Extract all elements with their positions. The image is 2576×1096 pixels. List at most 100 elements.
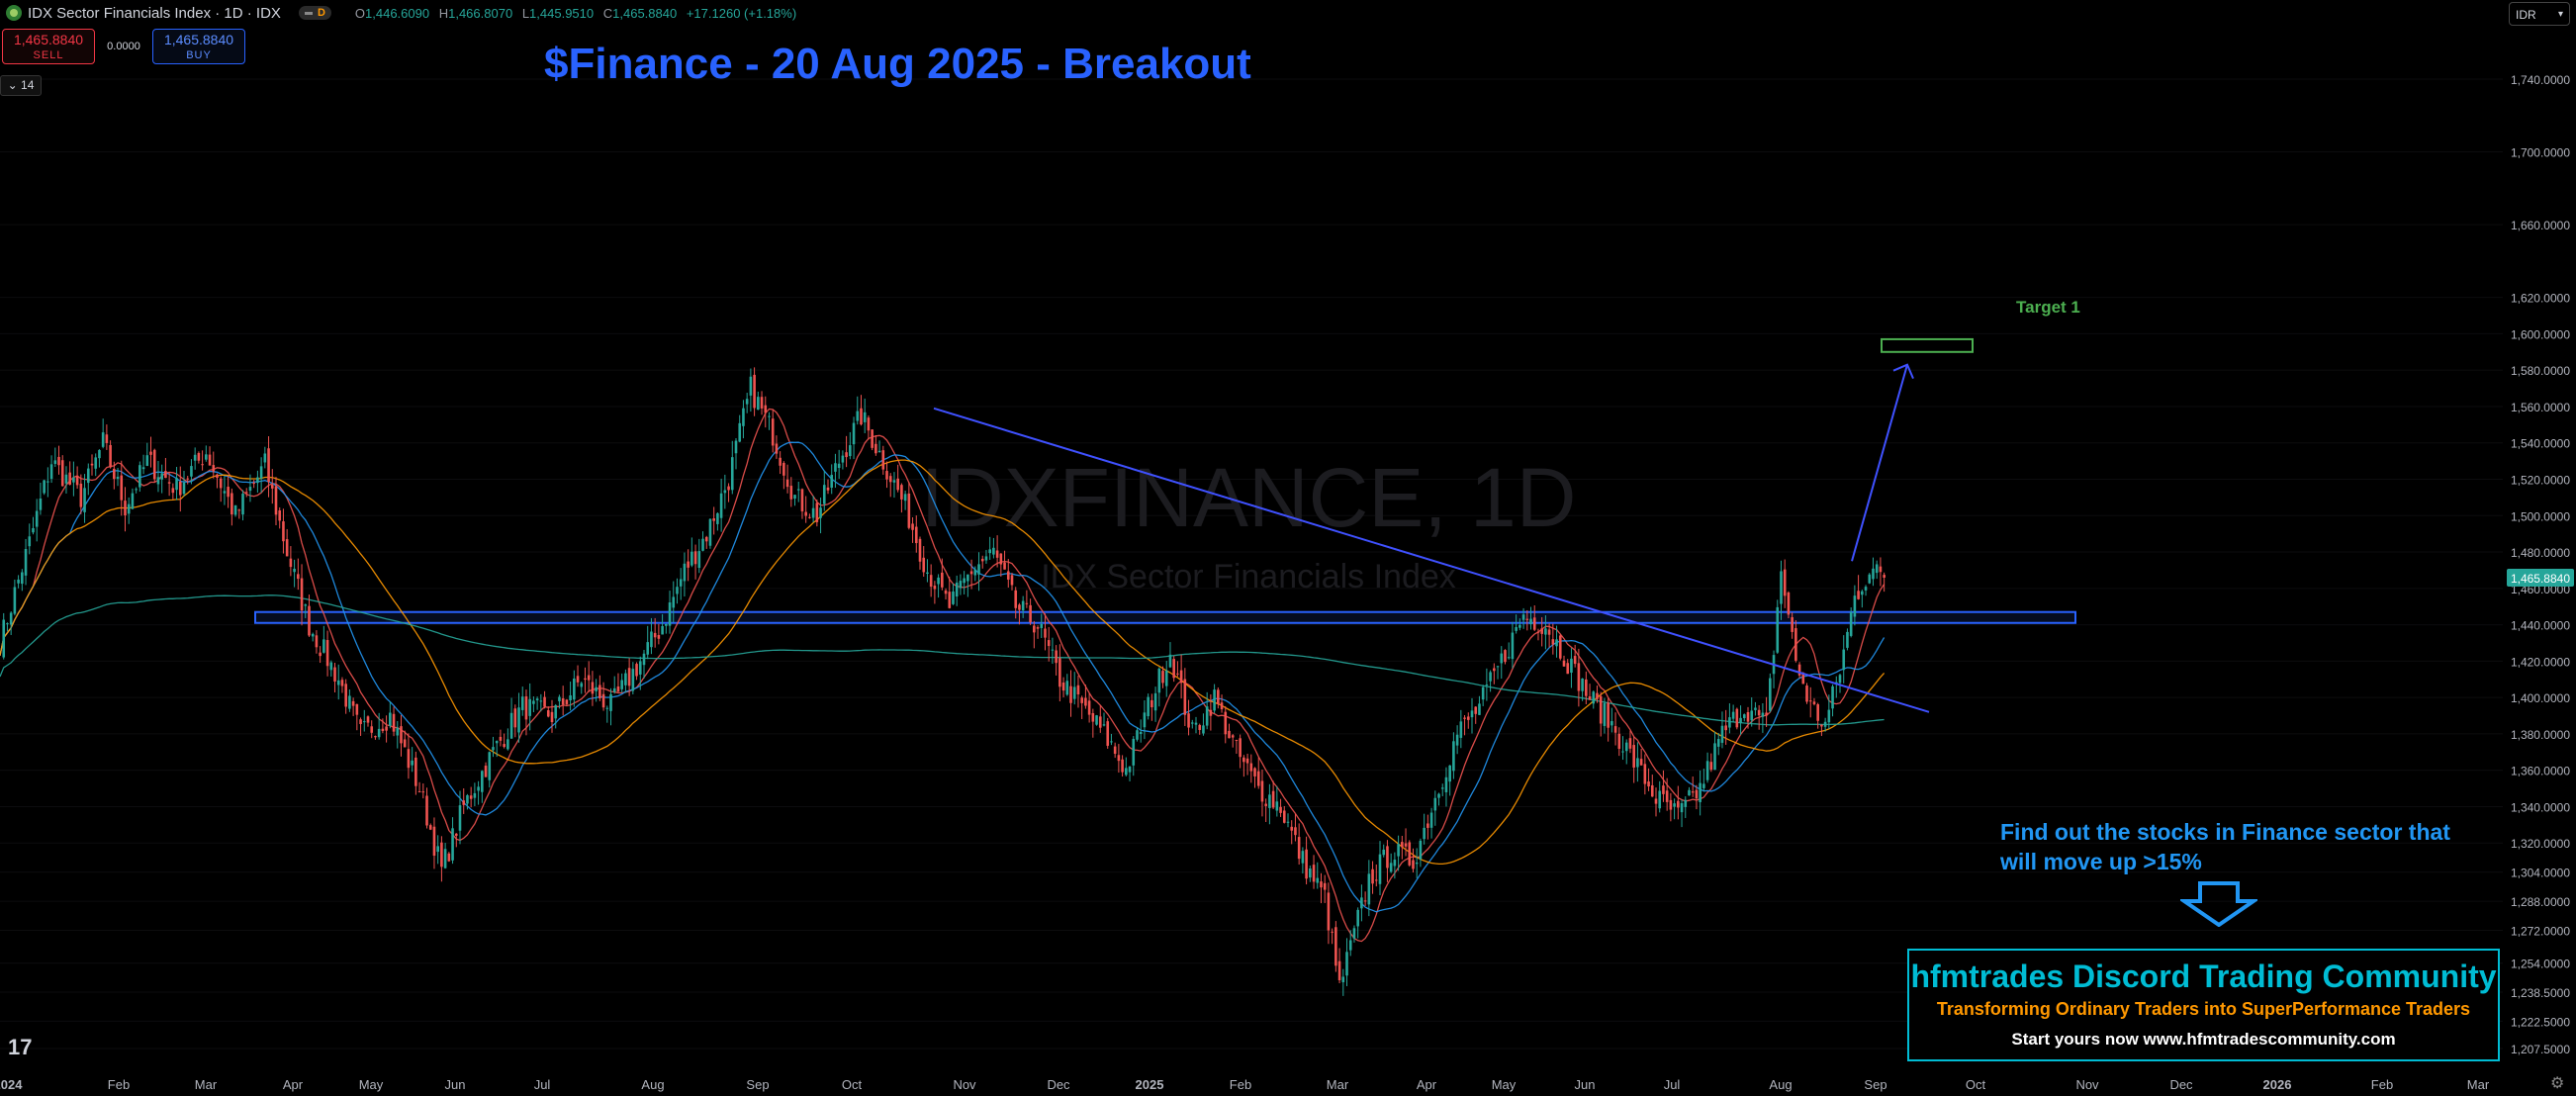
currency-select[interactable]: IDR ▾	[2509, 2, 2570, 26]
candle-body	[366, 716, 370, 723]
candle-body	[1415, 862, 1419, 865]
symbol-title[interactable]: IDX Sector Financials Index · 1D · IDX	[28, 4, 281, 22]
gear-icon[interactable]: ⚙	[2550, 1075, 2565, 1092]
community-banner[interactable]: hfmtrades Discord Trading Community Tran…	[1907, 949, 2500, 1061]
candle-body	[631, 669, 635, 691]
target-label: Target 1	[2016, 298, 2080, 317]
symbol-watermark: IDXFINANCE, 1D IDX Sector Financials Ind…	[921, 451, 1577, 595]
candle-body	[1256, 771, 1260, 786]
price-axis[interactable]: 1,740.0000 1,700.0000 1,660.0000 1,620.0000…	[2507, 73, 2574, 1056]
candle-body	[1209, 709, 1213, 716]
time-tick-label: Mar	[1327, 1077, 1349, 1092]
candle-body	[156, 477, 160, 485]
candle-body	[1466, 716, 1470, 720]
candle-body	[565, 699, 569, 704]
candle-body	[285, 539, 289, 557]
candle-body	[856, 411, 860, 421]
candle-body	[1555, 639, 1558, 647]
candle-body	[267, 448, 270, 483]
candle-body	[1006, 571, 1010, 580]
price-tick-label: 1,222.5000	[2511, 1015, 2570, 1029]
candle-body	[543, 696, 546, 707]
candle-body	[992, 547, 995, 555]
candle-body	[197, 453, 201, 461]
candle-body	[68, 472, 71, 485]
candle-body	[1271, 790, 1275, 808]
candle-body	[1382, 849, 1386, 856]
chart-annotation-title[interactable]: $Finance - 20 Aug 2025 - Breakout	[544, 40, 1251, 88]
time-tick-label: Feb	[1230, 1077, 1251, 1092]
candle-body	[1776, 606, 1780, 653]
tradingview-logo-icon[interactable]: 17	[8, 1035, 33, 1059]
time-tick-label: Jun	[1575, 1077, 1596, 1092]
candle-body	[815, 502, 819, 522]
candle-body	[1765, 712, 1768, 716]
candle-body	[1603, 702, 1607, 726]
candle-body	[952, 591, 955, 604]
candle-body	[892, 480, 896, 483]
buy-button[interactable]: 1,465.8840 BUY	[152, 29, 245, 64]
candle-body	[1426, 823, 1429, 828]
indicators-toggle[interactable]: ⌄ 14	[0, 75, 42, 96]
price-tick-label: 1,238.5000	[2511, 986, 2570, 1000]
candle-body	[650, 631, 653, 648]
candle-body	[223, 491, 227, 494]
candle-body	[1087, 700, 1091, 715]
candle-body	[1290, 826, 1294, 831]
candle-body	[779, 457, 782, 466]
candle-body	[1621, 751, 1624, 753]
market-status-badge[interactable]: D	[298, 6, 331, 20]
candle-body	[1139, 731, 1143, 734]
candle-body	[1731, 711, 1735, 719]
time-tick-label: Nov	[2075, 1077, 2099, 1092]
trend-drawings[interactable]	[933, 363, 1930, 713]
candle-body	[1121, 759, 1124, 773]
candle-body	[661, 625, 664, 635]
last-price-label: 1,465.8840	[2511, 572, 2570, 586]
candle-body	[237, 509, 241, 511]
candle-body	[289, 558, 293, 568]
candle-body	[167, 482, 171, 484]
candle-body	[1532, 617, 1536, 630]
candle-body	[642, 653, 646, 666]
candle-body	[874, 443, 877, 454]
candle-body	[1636, 758, 1639, 768]
time-axis[interactable]: 2024 Feb Mar Apr May Jun Jul Aug Sep Oct Nov Dec 202…	[0, 1077, 2490, 1092]
candle-body	[1098, 716, 1102, 728]
candle-body	[941, 572, 944, 588]
candle-body	[1699, 782, 1702, 802]
candle-body	[995, 550, 999, 558]
candle-body	[668, 602, 672, 626]
price-tick-label: 1,340.0000	[2511, 800, 2570, 814]
candle-body	[396, 727, 400, 736]
candle-body	[1033, 625, 1036, 633]
candle-body	[1301, 851, 1305, 864]
time-tick-label: Dec	[2169, 1077, 2193, 1092]
sell-button[interactable]: 1,465.8840 SELL	[2, 29, 95, 64]
candle-body	[83, 488, 86, 512]
candle-body	[308, 605, 311, 636]
candle-body	[141, 467, 145, 470]
candle-body	[601, 693, 605, 708]
candle-body	[278, 509, 282, 521]
candle-body	[171, 488, 175, 494]
candle-body	[1341, 976, 1345, 983]
candle-body	[1868, 574, 1872, 584]
candle-body	[1404, 843, 1408, 847]
candle-body	[1228, 730, 1231, 739]
candle-body	[984, 556, 988, 561]
drawing-zones[interactable]	[254, 337, 2076, 624]
candle-body	[871, 429, 874, 448]
candle-body	[1172, 659, 1175, 679]
time-tick-label: Apr	[1417, 1077, 1437, 1092]
candle-body	[120, 475, 124, 501]
candle-body	[1268, 794, 1271, 808]
candle-body	[227, 487, 230, 498]
candle-body	[1061, 682, 1065, 691]
banner-cta[interactable]: Start yours now www.hfmtradescommunity.c…	[2011, 1030, 2396, 1049]
candle-body	[1253, 768, 1256, 776]
projection-arrow	[1851, 364, 1908, 562]
candle-body	[252, 483, 255, 485]
candle-body	[1224, 711, 1228, 735]
